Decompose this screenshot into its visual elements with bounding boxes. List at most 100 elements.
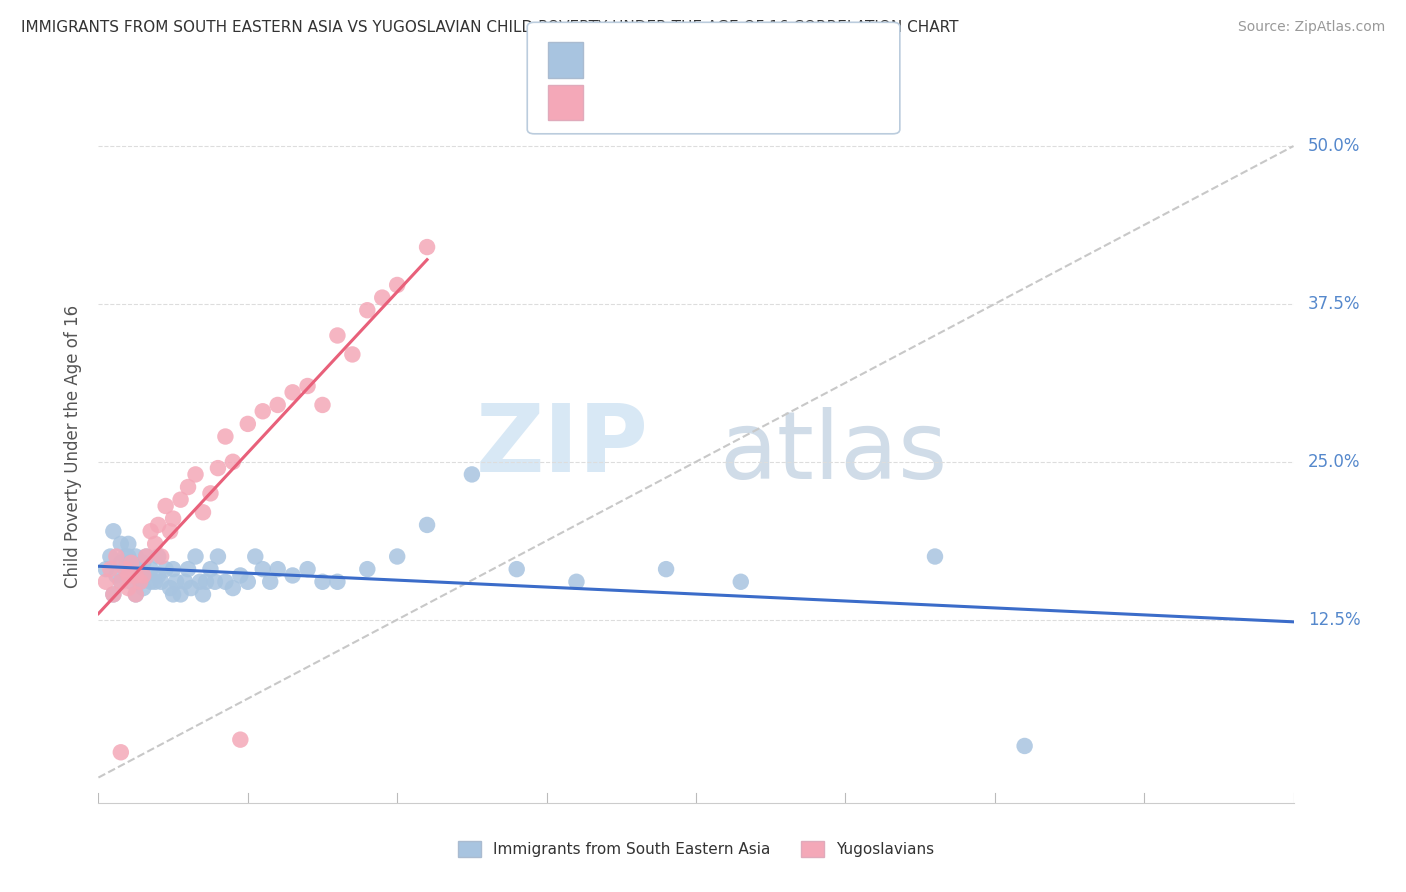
Point bbox=[98, 549, 122, 564]
Point bbox=[177, 480, 200, 494]
Point bbox=[207, 461, 229, 475]
Point bbox=[132, 568, 155, 582]
Point bbox=[342, 347, 364, 361]
Point bbox=[165, 574, 187, 589]
Point bbox=[120, 556, 142, 570]
Point bbox=[110, 745, 132, 759]
Point bbox=[281, 385, 304, 400]
Point bbox=[139, 562, 162, 576]
Point bbox=[162, 562, 184, 576]
Point bbox=[129, 574, 152, 589]
Point bbox=[200, 486, 222, 500]
Point bbox=[204, 574, 226, 589]
Point bbox=[311, 574, 333, 589]
Point bbox=[506, 562, 529, 576]
Y-axis label: Child Poverty Under the Age of 16: Child Poverty Under the Age of 16 bbox=[63, 304, 82, 588]
Point bbox=[356, 303, 378, 318]
Point bbox=[155, 562, 177, 576]
Point bbox=[117, 568, 139, 582]
Point bbox=[326, 328, 349, 343]
Point bbox=[174, 574, 197, 589]
Point bbox=[191, 587, 214, 601]
Point bbox=[184, 467, 207, 482]
Point bbox=[150, 574, 173, 589]
Point bbox=[125, 568, 148, 582]
Point bbox=[129, 562, 152, 576]
Point bbox=[125, 587, 148, 601]
Point bbox=[297, 379, 319, 393]
Text: Source: ZipAtlas.com: Source: ZipAtlas.com bbox=[1237, 20, 1385, 34]
Point bbox=[281, 568, 304, 582]
Text: R = -0.124: R = -0.124 bbox=[593, 40, 683, 58]
Point bbox=[120, 556, 142, 570]
Point bbox=[461, 467, 484, 482]
Point bbox=[162, 511, 184, 525]
Point bbox=[110, 537, 132, 551]
Point bbox=[229, 568, 252, 582]
Point bbox=[148, 568, 170, 582]
Point bbox=[159, 581, 181, 595]
Point bbox=[162, 587, 184, 601]
Point bbox=[132, 568, 155, 582]
Point bbox=[655, 562, 678, 576]
Legend: Immigrants from South Eastern Asia, Yugoslavians: Immigrants from South Eastern Asia, Yugo… bbox=[451, 835, 941, 863]
Point bbox=[159, 524, 181, 539]
Point bbox=[103, 524, 125, 539]
Point bbox=[135, 549, 157, 564]
Point bbox=[236, 574, 259, 589]
Point bbox=[143, 574, 166, 589]
Point bbox=[267, 398, 290, 412]
Point bbox=[195, 574, 218, 589]
Point bbox=[214, 429, 236, 443]
Point bbox=[98, 562, 122, 576]
Point bbox=[110, 574, 132, 589]
Point bbox=[105, 549, 128, 564]
Point bbox=[110, 574, 132, 589]
Text: 50.0%: 50.0% bbox=[1308, 137, 1360, 155]
Point bbox=[143, 537, 166, 551]
Point bbox=[200, 562, 222, 576]
Text: 25.0%: 25.0% bbox=[1308, 453, 1361, 471]
Point bbox=[236, 417, 259, 431]
Point bbox=[188, 574, 211, 589]
Point bbox=[125, 549, 148, 564]
Point bbox=[356, 562, 378, 576]
Text: ZIP: ZIP bbox=[475, 400, 648, 492]
Point bbox=[1014, 739, 1036, 753]
Point bbox=[416, 517, 439, 532]
Point bbox=[139, 574, 162, 589]
Point bbox=[207, 549, 229, 564]
Point bbox=[155, 499, 177, 513]
Point bbox=[311, 398, 333, 412]
Point bbox=[105, 568, 128, 582]
Point bbox=[169, 587, 191, 601]
Point bbox=[180, 581, 202, 595]
Point bbox=[125, 587, 148, 601]
Point bbox=[385, 277, 409, 292]
Point bbox=[129, 574, 152, 589]
Point bbox=[117, 549, 139, 564]
Point bbox=[565, 574, 588, 589]
Point bbox=[184, 549, 207, 564]
Point bbox=[385, 549, 409, 564]
Point bbox=[191, 505, 214, 519]
Point bbox=[148, 549, 170, 564]
Point bbox=[252, 404, 274, 418]
Point bbox=[259, 574, 281, 589]
Point bbox=[135, 549, 157, 564]
Point bbox=[252, 562, 274, 576]
Text: IMMIGRANTS FROM SOUTH EASTERN ASIA VS YUGOSLAVIAN CHILD POVERTY UNDER THE AGE OF: IMMIGRANTS FROM SOUTH EASTERN ASIA VS YU… bbox=[21, 20, 959, 35]
Point bbox=[150, 549, 173, 564]
Point bbox=[120, 574, 142, 589]
Point bbox=[326, 574, 349, 589]
Point bbox=[229, 732, 252, 747]
Point bbox=[110, 556, 132, 570]
Point bbox=[117, 537, 139, 551]
Point bbox=[416, 240, 439, 254]
Point bbox=[924, 549, 946, 564]
Point bbox=[94, 574, 117, 589]
Point bbox=[169, 492, 191, 507]
Point bbox=[117, 568, 139, 582]
Point bbox=[177, 562, 200, 576]
Point bbox=[103, 587, 125, 601]
